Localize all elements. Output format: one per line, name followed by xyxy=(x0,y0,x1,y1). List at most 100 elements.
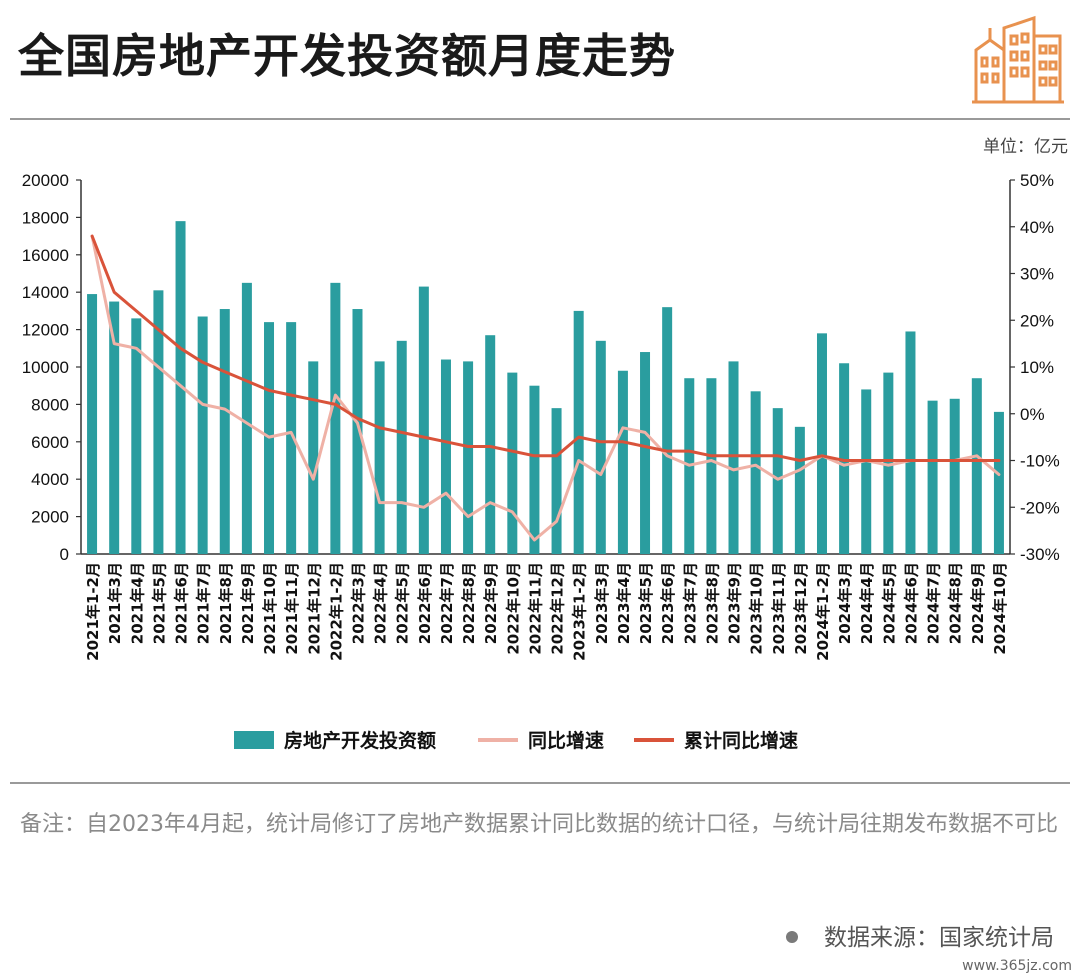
bar xyxy=(839,363,850,554)
x-tick-label: 2021年8月 xyxy=(217,562,235,644)
bar xyxy=(219,309,230,554)
bar xyxy=(794,426,805,554)
bar xyxy=(286,322,297,554)
y-left-tick-label: 0 xyxy=(60,545,69,564)
bar xyxy=(529,385,540,554)
x-tick-label: 2022年3月 xyxy=(349,562,367,644)
source-text: 数据来源：国家统计局 xyxy=(824,925,1054,951)
x-tick-label: 2023年9月 xyxy=(726,562,744,644)
y-right-tick-label: 30% xyxy=(1020,265,1054,284)
source-line: 数据来源：国家统计局 xyxy=(786,918,1054,952)
bar xyxy=(241,282,252,554)
bar xyxy=(772,408,783,554)
bar xyxy=(883,372,894,554)
x-tick-label: 2023年3月 xyxy=(593,562,611,644)
unit-label: 单位：亿元 xyxy=(983,137,1068,157)
x-tick-label: 2021年4月 xyxy=(128,562,146,644)
bar xyxy=(308,361,319,554)
bar xyxy=(374,361,385,554)
bar xyxy=(197,316,208,554)
x-tick-label: 2024年7月 xyxy=(925,562,943,644)
x-tick-label: 2021年5月 xyxy=(150,562,168,644)
y-right-tick-label: -20% xyxy=(1020,498,1060,517)
legend-label-cumulative: 累计同比增速 xyxy=(684,729,798,752)
x-tick-label: 2023年4月 xyxy=(615,562,633,644)
x-tick-label: 2023年1-2月 xyxy=(571,562,589,661)
x-tick-label: 2022年6月 xyxy=(416,562,434,644)
x-tick-label: 2023年6月 xyxy=(659,562,677,644)
bar xyxy=(131,318,142,554)
bar xyxy=(485,335,496,554)
y-right-tick-label: 40% xyxy=(1020,218,1054,237)
x-tick-label: 2022年5月 xyxy=(394,562,412,644)
yoy-growth-line xyxy=(90,234,1001,542)
bullet-icon xyxy=(786,930,798,943)
x-tick-label: 2024年1-2月 xyxy=(814,562,832,661)
bar xyxy=(728,361,739,554)
y-left-tick-label: 18000 xyxy=(22,208,69,227)
y-right-tick-label: 10% xyxy=(1020,358,1054,377)
x-tick-label: 2023年5月 xyxy=(637,562,655,644)
top-divider xyxy=(10,118,1070,120)
y-left-tick-label: 8000 xyxy=(31,395,69,414)
investment-chart: 0 2000 4000 6000 8000 10000 12000 14000 16000 180… xyxy=(22,171,1060,752)
y-left-tick-label: 4000 xyxy=(31,470,69,489)
y-right-tick-label: -10% xyxy=(1020,452,1060,471)
bar xyxy=(617,370,628,554)
cumulative-growth-line xyxy=(90,234,1001,462)
bar xyxy=(861,389,872,554)
bottom-divider xyxy=(10,782,1070,784)
bar xyxy=(949,398,960,554)
x-tick-label: 2022年8月 xyxy=(460,562,478,644)
bar xyxy=(750,391,761,554)
x-tick-label: 2023年7月 xyxy=(681,562,699,644)
y-left-tick-label: 10000 xyxy=(22,358,69,377)
y-left-tick-label: 20000 xyxy=(22,171,69,190)
y-right-tick-label: 0% xyxy=(1020,405,1045,424)
bar xyxy=(640,352,651,554)
bar xyxy=(706,378,717,554)
bar xyxy=(971,378,982,554)
y-right-tick-label: 20% xyxy=(1020,311,1054,330)
x-tick-label: 2024年5月 xyxy=(880,562,898,644)
x-tick-label: 2022年7月 xyxy=(438,562,456,644)
x-tick-label: 2024年8月 xyxy=(947,562,965,644)
bar xyxy=(418,286,429,554)
bar xyxy=(87,294,98,554)
bar xyxy=(595,340,606,554)
x-tick-label: 2024年4月 xyxy=(858,562,876,644)
y-left-tick-label: 2000 xyxy=(31,508,69,527)
x-tick-label: 2021年9月 xyxy=(239,562,257,644)
watermark-text: www.365jz.com xyxy=(962,958,1072,974)
y-right-tick-label: -30% xyxy=(1020,545,1060,564)
legend-label-yoy: 同比增速 xyxy=(528,729,604,752)
x-tick-label: 2023年8月 xyxy=(703,562,721,644)
x-tick-label: 2024年3月 xyxy=(836,562,854,644)
x-tick-label: 2021年12月 xyxy=(305,562,323,655)
x-tick-label: 2021年3月 xyxy=(106,562,124,644)
x-tick-label: 2022年12月 xyxy=(549,562,567,655)
bar xyxy=(662,307,673,554)
bar xyxy=(440,359,451,554)
x-tick-label: 2024年10月 xyxy=(991,562,1009,655)
legend-swatch-bar xyxy=(234,731,274,749)
x-tick-label: 2021年1-2月 xyxy=(84,562,102,661)
x-tick-label: 2021年10月 xyxy=(261,562,279,655)
bar xyxy=(352,309,363,554)
legend-label-bar: 房地产开发投资额 xyxy=(284,729,436,752)
bar xyxy=(330,282,341,554)
x-tick-label: 2023年11月 xyxy=(770,562,788,655)
bar xyxy=(905,331,916,554)
x-tick-label: 2022年10月 xyxy=(504,562,522,655)
bar xyxy=(463,361,474,554)
bar xyxy=(927,400,938,554)
bar xyxy=(396,340,407,554)
x-tick-label: 2023年12月 xyxy=(792,562,810,655)
bar xyxy=(993,411,1004,554)
x-tick-label: 2021年6月 xyxy=(173,562,191,644)
bar xyxy=(507,372,518,554)
bar xyxy=(573,310,584,554)
y-left-tick-label: 6000 xyxy=(31,433,69,452)
x-tick-label: 2021年7月 xyxy=(195,562,213,644)
x-tick-label: 2022年4月 xyxy=(372,562,390,644)
